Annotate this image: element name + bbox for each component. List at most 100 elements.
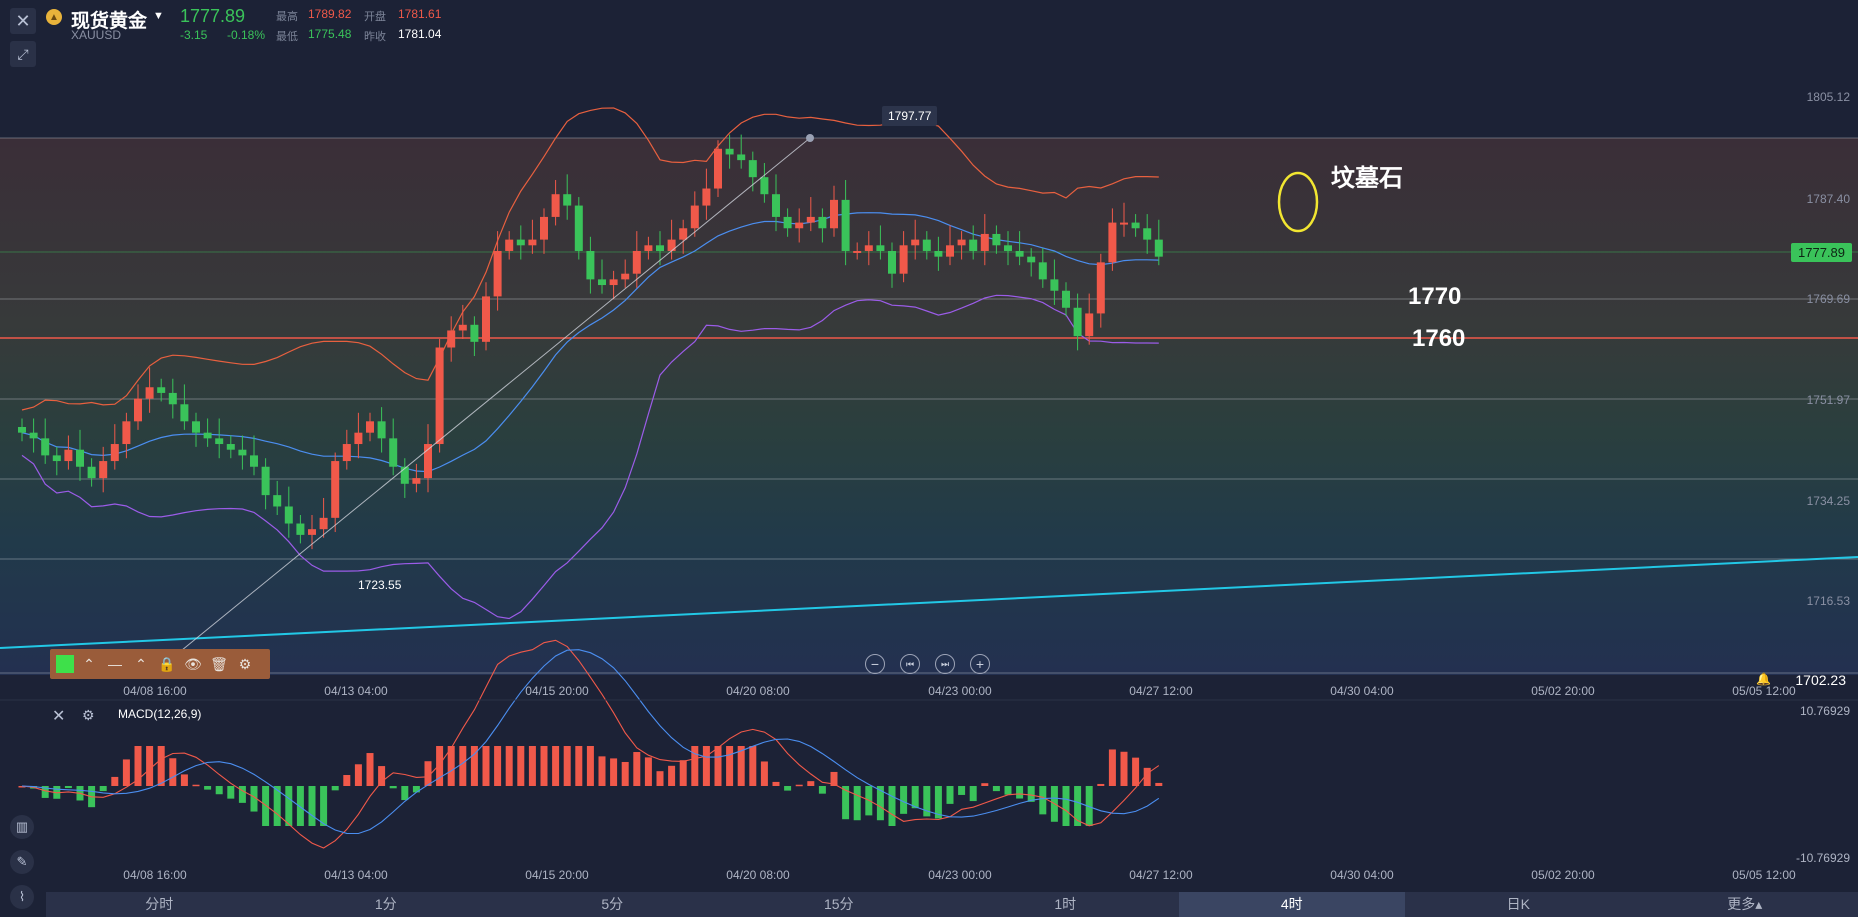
drawing-tools-button[interactable]: ⤢ xyxy=(10,41,36,67)
close-chart-button[interactable]: ✕ xyxy=(10,8,36,34)
trash-icon[interactable]: 🗑 xyxy=(208,653,230,675)
candle-body xyxy=(169,393,177,404)
macd-histogram-bar xyxy=(529,746,536,786)
price-tick: 1751.97 xyxy=(1807,393,1850,407)
candle-body xyxy=(192,421,200,432)
candle-body xyxy=(401,467,409,484)
candle-body xyxy=(760,177,768,194)
candle-body xyxy=(53,455,61,461)
line-style-icon[interactable]: — xyxy=(104,653,126,675)
candle-body xyxy=(691,206,699,229)
tab-timeframe-7[interactable]: 更多▴ xyxy=(1632,892,1858,917)
tab-timeframe-4[interactable]: 1时 xyxy=(952,892,1179,917)
tab-timeframe-6[interactable]: 日K xyxy=(1405,892,1632,917)
close-macd-icon[interactable]: ✕ xyxy=(52,706,65,726)
macd-top-value: 10.76929 xyxy=(1800,704,1850,718)
macd-histogram-bar xyxy=(668,766,675,786)
macd-histogram-bar xyxy=(726,746,733,786)
macd-histogram-bar xyxy=(819,786,826,794)
macd-histogram-bar xyxy=(645,757,652,786)
drawing-tools-icon: ⤢ xyxy=(17,46,28,63)
color-swatch[interactable] xyxy=(56,655,74,673)
current-price-tag: 1777.89 xyxy=(1791,243,1852,262)
macd-histogram-bar xyxy=(459,746,466,786)
candle-body xyxy=(598,279,606,285)
candle-body xyxy=(610,279,618,285)
macd-histogram-bar xyxy=(297,786,304,826)
tab-timeframe-1[interactable]: 1分 xyxy=(273,892,500,917)
eye-icon[interactable]: 👁 xyxy=(182,653,204,675)
chart-line-icon[interactable]: ⌇ xyxy=(10,885,34,909)
candle-body xyxy=(505,240,513,251)
candle-body xyxy=(1039,262,1047,279)
candle-body xyxy=(412,478,420,484)
macd-histogram-bar xyxy=(958,786,965,795)
candle-body xyxy=(911,240,919,246)
time-tick: 04/20 08:00 xyxy=(726,684,789,698)
candle-body xyxy=(1074,308,1082,336)
candle-body xyxy=(482,296,490,341)
macd-histogram-bar xyxy=(123,759,130,786)
chevron-down-icon[interactable]: ▼ xyxy=(153,10,164,22)
candle-body xyxy=(238,450,246,456)
zoom-out-button[interactable]: − xyxy=(865,654,885,674)
high-label: 最高 xyxy=(276,8,298,24)
tab-timeframe-0[interactable]: 分时 xyxy=(46,892,273,917)
candle-body xyxy=(853,251,861,253)
gear-icon[interactable]: ⚙ xyxy=(82,707,95,724)
pencil-icon[interactable]: ✎ xyxy=(10,850,34,874)
macd-histogram-bar xyxy=(181,774,188,786)
time-tick: 04/27 12:00 xyxy=(1129,684,1192,698)
macd-histogram-bar xyxy=(796,785,803,787)
candle-body xyxy=(1120,223,1128,225)
macd-histogram-bar xyxy=(784,786,791,791)
macd-title: MACD(12,26,9) xyxy=(118,707,201,721)
macd-histogram-bar xyxy=(285,786,292,826)
time-tick: 05/05 12:00 xyxy=(1732,868,1795,882)
step-back-button[interactable]: ⏮ xyxy=(900,654,920,674)
lock-icon[interactable]: 🔒 xyxy=(156,653,178,675)
indicator-icon[interactable]: ▥ xyxy=(10,815,34,839)
candle-body xyxy=(1050,279,1058,290)
price-tick: 1734.25 xyxy=(1807,494,1850,508)
candle-body xyxy=(1132,223,1140,229)
timeframe-bar: 分时 1分 5分 15分 1时 4时 日K 更多▴ xyxy=(46,892,1858,917)
candle-body xyxy=(818,217,826,228)
step-forward-button[interactable]: ⏭ xyxy=(935,654,955,674)
candle-body xyxy=(1085,313,1093,336)
symbol-code: XAUUSD xyxy=(71,28,121,42)
tab-timeframe-2[interactable]: 5分 xyxy=(499,892,726,917)
candle-body xyxy=(772,194,780,217)
candle-body xyxy=(528,240,536,246)
macd-histogram-bar xyxy=(657,771,664,786)
candle-body xyxy=(18,427,26,433)
zoom-in-icon: + xyxy=(976,657,984,671)
candle-body xyxy=(111,444,119,461)
tab-timeframe-5[interactable]: 4时 xyxy=(1179,892,1406,917)
macd-histogram-bar xyxy=(587,746,594,786)
chevron-up-icon[interactable]: ⌃ xyxy=(130,653,152,675)
candle-body xyxy=(934,251,942,257)
macd-histogram-bar xyxy=(599,756,606,786)
candle-body xyxy=(1016,251,1024,257)
last-price: 1777.89 xyxy=(180,6,245,27)
chevron-up-icon[interactable]: ⌃ xyxy=(78,653,100,675)
macd-histogram-bar xyxy=(367,753,374,786)
candle-body xyxy=(250,455,258,466)
macd-histogram-bar xyxy=(436,746,443,786)
candle-body xyxy=(888,251,896,274)
macd-histogram-bar xyxy=(355,764,362,786)
macd-histogram-bar xyxy=(401,786,408,800)
candle-body xyxy=(215,438,223,444)
macd-histogram-bar xyxy=(1063,786,1070,826)
candle-body xyxy=(285,506,293,523)
gold-coin-icon: ▲ xyxy=(46,9,62,25)
zoom-in-button[interactable]: + xyxy=(970,654,990,674)
tab-timeframe-3[interactable]: 15分 xyxy=(726,892,953,917)
price-tick: 1716.53 xyxy=(1807,594,1850,608)
macd-histogram-bar xyxy=(761,761,768,786)
gear-icon[interactable]: ⚙ xyxy=(234,653,256,675)
macd-histogram-bar xyxy=(947,786,954,804)
price-change: -3.15 xyxy=(180,28,207,42)
